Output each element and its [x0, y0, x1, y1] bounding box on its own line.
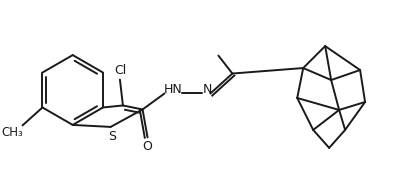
Text: Cl: Cl [114, 64, 126, 77]
Text: O: O [143, 140, 152, 153]
Text: S: S [108, 130, 116, 143]
Text: CH₃: CH₃ [2, 126, 23, 139]
Text: N: N [203, 83, 212, 96]
Text: HN: HN [164, 83, 183, 96]
